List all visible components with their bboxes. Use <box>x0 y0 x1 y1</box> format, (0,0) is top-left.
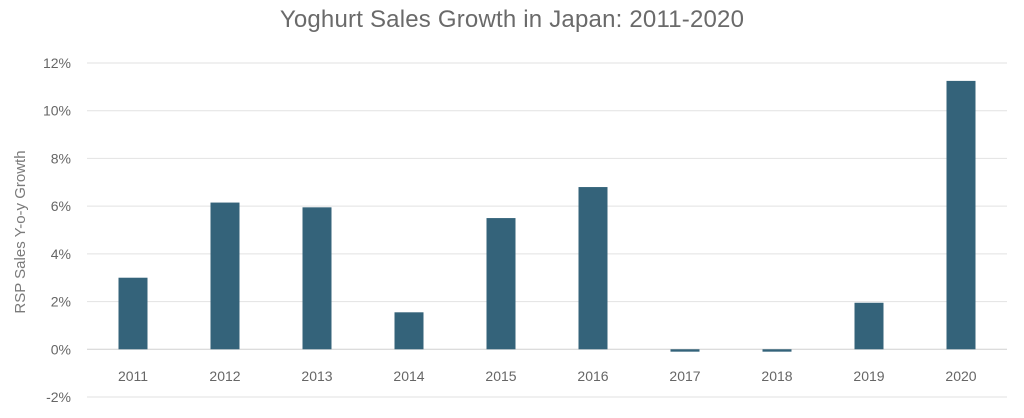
x-tick-label: 2020 <box>945 368 976 384</box>
y-tick-label: 6% <box>51 198 71 214</box>
bar-2012 <box>210 202 240 350</box>
chart-title: Yoghurt Sales Growth in Japan: 2011-2020 <box>279 6 745 33</box>
y-tick-label: 2% <box>51 294 71 310</box>
bar-2014 <box>394 312 424 350</box>
x-tick-label: 2015 <box>485 368 516 384</box>
bars <box>118 80 976 352</box>
x-tick-label: 2012 <box>209 368 240 384</box>
y-tick-label: 8% <box>51 150 71 166</box>
y-tick-label: 12% <box>43 55 71 71</box>
x-tick-label: 2014 <box>393 368 424 384</box>
bar-2017 <box>670 349 700 352</box>
bar-2013 <box>302 207 332 350</box>
y-tick-label: 10% <box>43 103 71 119</box>
y-axis-label: RSP Sales Y-o-y Growth <box>12 150 29 313</box>
x-tick-label: 2011 <box>118 368 148 384</box>
y-tick-label: -2% <box>46 389 71 405</box>
x-tick-label: 2019 <box>853 368 884 384</box>
bar-2011 <box>118 277 148 350</box>
gridlines <box>87 62 1007 398</box>
x-tick-label: 2013 <box>301 368 332 384</box>
y-tick-label: 0% <box>51 341 71 357</box>
bar-2018 <box>762 349 792 352</box>
bar-2019 <box>854 302 884 350</box>
bar-2016 <box>578 187 608 350</box>
y-tick-label: 4% <box>51 246 71 262</box>
x-tick-label: 2016 <box>577 368 608 384</box>
x-tick-label: 2018 <box>761 368 792 384</box>
axes: -2% 0% 2% 4% 6% 8% 10% 12% 2011 2012 2013 2014 2015 2… <box>43 55 977 405</box>
bar-2020 <box>946 80 976 350</box>
x-tick-label: 2017 <box>669 368 700 384</box>
bar-2015 <box>486 218 516 350</box>
